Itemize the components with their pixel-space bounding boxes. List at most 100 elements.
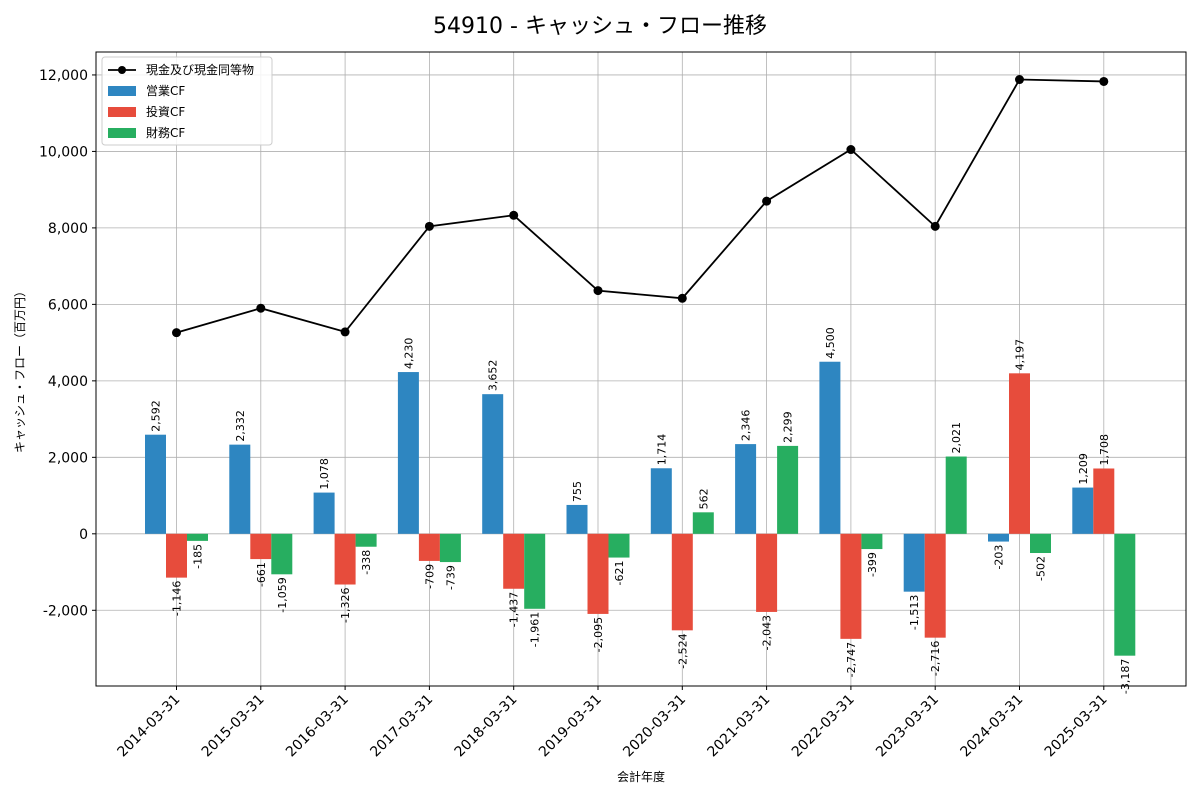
chart-title: 54910 - キャッシュ・フロー推移 [433, 14, 767, 39]
bar-財務CF [945, 456, 967, 534]
bar-財務CF [1114, 533, 1136, 656]
bar-投資CF [166, 533, 187, 578]
legend-box [101, 56, 273, 146]
bar-営業CF [145, 434, 166, 534]
data-label: 4,500 [824, 327, 837, 359]
bar-財務CF [524, 533, 546, 609]
bar-営業CF [903, 533, 925, 592]
plot-frame [95, 51, 1187, 687]
bar-営業CF [650, 468, 672, 534]
bar-投資CF [924, 533, 946, 638]
data-label: -739 [444, 565, 457, 590]
cash-point [340, 327, 350, 337]
bar-財務CF [355, 533, 377, 547]
data-label: -203 [993, 545, 1006, 570]
bar-営業CF [482, 394, 504, 534]
cash-point [1015, 75, 1024, 85]
bar-投資CF [250, 533, 272, 560]
data-label: 1,708 [1098, 434, 1111, 466]
cash-point [424, 221, 434, 231]
y-tick-label: 4,000 [48, 374, 88, 390]
cash-point [677, 293, 687, 303]
bar-財務CF [271, 533, 293, 575]
data-label: 3,652 [487, 360, 500, 392]
y-tick-label: -2,000 [43, 603, 88, 619]
legend-swatch [108, 86, 136, 96]
data-label: -3,187 [1119, 659, 1132, 694]
bar-投資CF [334, 533, 356, 585]
cash-point [509, 210, 519, 220]
x-tick-label: 2024-03-31 [957, 692, 1026, 761]
legend-label: 投資CF [146, 104, 185, 119]
legend-label: 営業CF [146, 84, 185, 98]
x-tick-label: 2023-03-31 [873, 692, 942, 761]
x-tick-label: 2019-03-31 [536, 692, 605, 761]
cash-point [846, 145, 856, 155]
data-label: -502 [1035, 556, 1048, 581]
data-label: 755 [571, 481, 584, 502]
data-label: -1,059 [276, 577, 289, 612]
data-label: 4,230 [402, 338, 415, 370]
bar-財務CF [692, 512, 714, 534]
x-tick-label: 2016-03-31 [283, 692, 352, 761]
x-tick-label: 2018-03-31 [452, 692, 521, 761]
data-label: -1,513 [908, 595, 921, 630]
x-tick-label: 2021-03-31 [705, 692, 774, 761]
cash-point [1099, 76, 1109, 86]
bar-営業CF [988, 533, 1009, 542]
bar-営業CF [229, 444, 251, 534]
x-tick-label: 2022-03-31 [789, 692, 858, 761]
data-label: 1,209 [1077, 453, 1090, 485]
bar-投資CF [1093, 468, 1115, 534]
y-tick-label: 0 [79, 527, 88, 543]
data-label: -1,326 [339, 588, 352, 623]
bar-営業CF [313, 492, 335, 534]
bar-投資CF [840, 533, 862, 639]
data-label: -2,524 [676, 633, 689, 668]
data-label: -661 [255, 562, 268, 587]
bar-営業CF [566, 504, 588, 534]
bar-営業CF [397, 372, 419, 534]
x-tick-label: 2014-03-31 [114, 692, 183, 761]
data-label: -338 [360, 550, 373, 575]
data-label: -1,961 [529, 612, 542, 647]
data-label: -399 [866, 552, 879, 577]
bar-財務CF [1030, 533, 1051, 554]
data-label: -2,716 [929, 641, 942, 676]
bar-投資CF [671, 533, 693, 631]
cash-point [172, 328, 181, 338]
data-label: -1,437 [508, 592, 521, 627]
bar-営業CF [735, 444, 757, 534]
cash-point [930, 221, 940, 231]
bar-投資CF [587, 533, 609, 614]
data-label: 2,592 [150, 400, 163, 432]
y-axis-label: キャッシュ・フロー（百万円） [13, 285, 27, 453]
y-tick-label: 6,000 [48, 297, 88, 313]
cash-line-path [176, 78, 1104, 334]
legend-label: 現金及び現金同等物 [146, 62, 254, 77]
bars [145, 361, 1136, 656]
bar-投資CF [503, 533, 525, 589]
data-label: -2,747 [845, 642, 858, 677]
data-label: -2,043 [761, 615, 774, 650]
data-label: -1,146 [171, 581, 184, 616]
x-axis-label: 会計年度 [617, 769, 665, 784]
bar-投資CF [418, 533, 440, 561]
data-label: -2,095 [592, 617, 605, 652]
x-tick-label: 2020-03-31 [620, 692, 689, 761]
y-tick-label: 12,000 [39, 68, 88, 84]
bar-財務CF [861, 533, 883, 550]
data-label: 1,714 [655, 434, 668, 466]
y-tick-label: 10,000 [39, 144, 88, 160]
y-axis-ticks: -2,000 0 2,000 4,000 6,000 8,000 10,000 12,000 [39, 68, 96, 619]
data-label: 2,332 [234, 410, 247, 442]
bar-営業CF [1072, 487, 1094, 534]
data-label: 1,078 [318, 458, 331, 490]
data-label: -709 [423, 564, 436, 589]
data-labels: 2,592 2,332 1,078 4,230 3,652 755 1,714 2,346 4,… [150, 327, 1132, 694]
x-tick-label: 2015-03-31 [199, 692, 268, 761]
y-tick-label: 2,000 [48, 450, 88, 466]
